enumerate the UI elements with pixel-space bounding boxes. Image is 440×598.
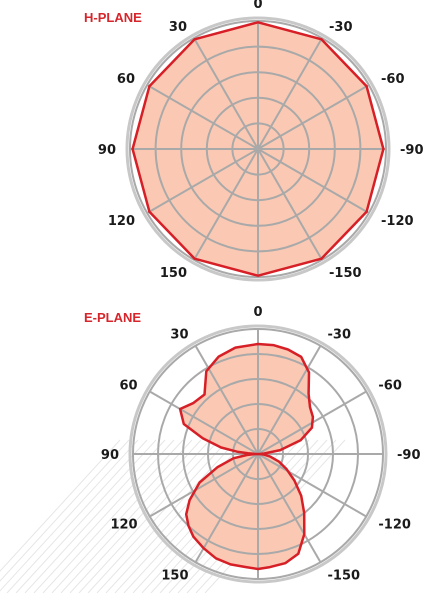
angle-tick-label: 0 [253, 305, 262, 320]
angle-tick-label: 60 [120, 379, 138, 394]
h-plane-title: H-PLANE [84, 10, 142, 25]
grid-spoke [193, 37, 323, 261]
hatch-line [96, 439, 238, 593]
hatch-line [69, 439, 211, 593]
angle-tick-label: 30 [169, 20, 187, 35]
angle-tick-label: 150 [160, 266, 187, 281]
hatch-line [33, 439, 175, 593]
hatch-line [0, 439, 121, 572]
radiation-pattern-line [178, 342, 315, 571]
angle-tick-label: -30 [328, 328, 352, 343]
hatch-line [42, 439, 184, 593]
angle-tick-label: -150 [329, 266, 362, 281]
angle-tick-label: 0 [253, 0, 262, 12]
angle-tick-label: -30 [329, 20, 353, 35]
angle-tick-label: 30 [170, 328, 188, 343]
outer-ring [125, 16, 391, 282]
angle-tick-label: -150 [328, 568, 361, 583]
hatch-line [51, 439, 193, 593]
angle-tick-label: 90 [101, 448, 119, 463]
angle-tick-label: 120 [110, 518, 137, 533]
angle-tick-label: 120 [108, 214, 135, 229]
angle-tick-label: 60 [117, 72, 135, 87]
angle-tick-label: -90 [397, 448, 421, 463]
hatch-line [60, 439, 202, 593]
angle-tick-label: -120 [378, 518, 411, 533]
e-plane-title: E-PLANE [84, 310, 142, 325]
hatch-line [0, 439, 139, 592]
radiation-pattern-line [131, 21, 385, 277]
hatch-line [87, 439, 229, 593]
h-plane-chart: H-PLANE 0-30-60-90-120-15018015012090603… [0, 0, 440, 306]
angle-tick-label: -60 [381, 72, 405, 87]
angle-tick-label: 90 [98, 143, 116, 158]
angle-tick-label: 150 [161, 568, 188, 583]
hatch-line [6, 439, 148, 593]
outer-ring [128, 324, 388, 584]
radiation-pattern-fill [180, 344, 313, 569]
hatch-line [0, 439, 130, 582]
angle-tick-label: -90 [400, 143, 424, 158]
angle-tick-label: -60 [378, 379, 402, 394]
angle-tick-label: -120 [381, 214, 414, 229]
hatch-line [24, 439, 166, 593]
e-plane-chart: E-PLANE 0-30-60-90-120-15018015012090603… [0, 300, 440, 598]
e-plane-polar-plot: 0-30-60-90-120-150180150120906030 [101, 305, 421, 598]
h-plane-polar-plot: 0-30-60-90-120-150180150120906030 [98, 0, 424, 306]
